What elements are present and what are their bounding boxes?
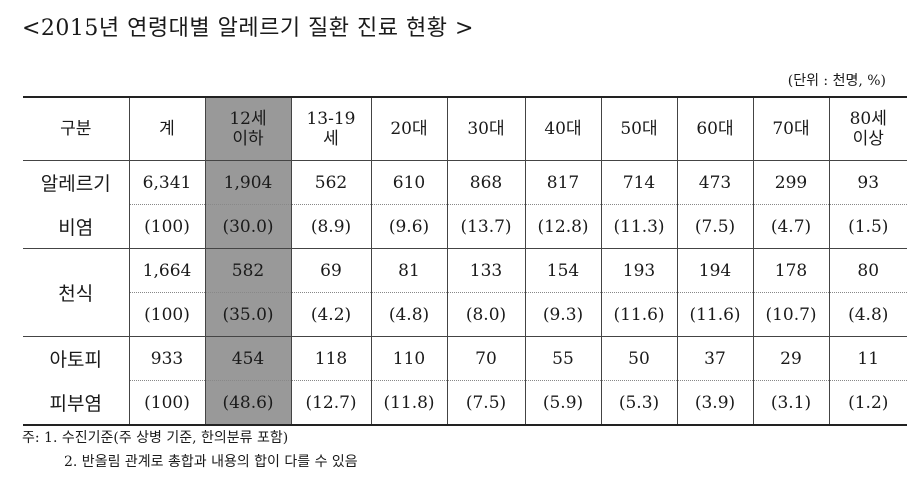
table-row: 비염 (100) (30.0) (8.9) (9.6) (13.7) (12.8) (11.3…	[23, 204, 907, 249]
table-cell: 11	[828, 336, 907, 381]
table-row: 천식 1,664 582 69 81 133 154 193 194 178 80	[23, 248, 907, 337]
table-cell: (5.3)	[600, 380, 678, 426]
table-cell: 93	[828, 160, 907, 205]
table-cell: (7.5)	[446, 380, 526, 426]
table-cell: 69	[290, 248, 372, 293]
table-cell: (11.6)	[600, 292, 678, 337]
table-cell: 193	[600, 248, 678, 293]
column-header: 12세 이하	[204, 96, 292, 161]
table-cell: 50	[600, 336, 678, 381]
notes: 주: 1. 수진기준(주 상병 기준, 한의분류 포함) 2. 반올림 관계로 …	[22, 426, 358, 474]
table-cell: 70	[446, 336, 526, 381]
table-cell: (8.9)	[290, 204, 372, 249]
table-cell: 1,664	[128, 248, 206, 293]
data-table: 구분 계 12세 이하 13-19 세 20대 30대 40대 50대 60대 70대 80세 이상 알레…	[23, 96, 907, 426]
table-cell: (4.8)	[370, 292, 448, 337]
table-cell: (1.2)	[828, 380, 907, 426]
table-cell: 29	[752, 336, 830, 381]
table-cell: (100)	[129, 292, 206, 337]
column-header: 13-19 세	[290, 96, 372, 161]
table-cell: 868	[446, 160, 526, 205]
column-header: 30대	[446, 96, 526, 161]
table-cell: (3.9)	[676, 380, 754, 426]
table-cell: 610	[370, 160, 448, 205]
table-cell: 562	[290, 160, 372, 205]
table-cell: 118	[290, 336, 372, 381]
table-cell: 473	[676, 160, 754, 205]
table-cell: (10.7)	[752, 292, 830, 337]
table-row: 피부염 (100) (48.6) (12.7) (11.8) (7.5) (5.9) (5.3…	[23, 380, 907, 426]
column-header: 구분	[23, 96, 130, 161]
table-cell: (100)	[128, 380, 206, 426]
column-header: 70대	[752, 96, 830, 161]
table-cell: (4.2)	[290, 292, 372, 337]
table-cell: (9.6)	[370, 204, 448, 249]
table-cell: (1.5)	[828, 204, 907, 249]
unit-label: (단위 : 천명, %)	[787, 73, 886, 89]
table-cell: 6,341	[128, 160, 206, 205]
table-cell: (30.0)	[204, 204, 292, 249]
table-cell: 154	[524, 248, 602, 293]
table-cell: (7.5)	[676, 204, 754, 249]
table-cell: 55	[524, 336, 602, 381]
row-label: 비염	[23, 204, 130, 249]
table-cell: 817	[524, 160, 602, 205]
table-cell: (4.7)	[752, 204, 830, 249]
table-cell: (11.3)	[600, 204, 678, 249]
table-cell: 133	[446, 248, 526, 293]
column-header: 60대	[676, 96, 754, 161]
table-cell: 454	[204, 336, 292, 381]
row-label: 피부염	[23, 380, 130, 426]
table-cell: (8.0)	[446, 292, 526, 337]
column-header: 40대	[524, 96, 602, 161]
note-2: 2. 반올림 관계로 총합과 내용의 합이 다를 수 있음	[64, 454, 358, 470]
table-cell: 299	[752, 160, 830, 205]
table-cell: (100)	[128, 204, 206, 249]
table-cell: 110	[370, 336, 448, 381]
table-cell: (11.8)	[370, 380, 448, 426]
note-1: 주: 1. 수진기준(주 상병 기준, 한의분류 포함)	[22, 430, 289, 446]
column-header: 계	[128, 96, 206, 161]
table-cell: 714	[600, 160, 678, 205]
table-cell: 1,904	[204, 160, 292, 205]
column-header: 80세 이상	[828, 96, 907, 161]
table-row: 아토피 933 454 118 110 70 55 50 37 29 11	[23, 336, 907, 381]
table-cell: 194	[676, 248, 754, 293]
table-cell: 178	[752, 248, 830, 293]
table-cell: (5.9)	[524, 380, 602, 426]
table-cell: (9.3)	[524, 292, 602, 337]
table-cell: (12.7)	[290, 380, 372, 426]
table-cell: 81	[370, 248, 448, 293]
table-cell: 80	[828, 248, 907, 293]
table-cell: 37	[676, 336, 754, 381]
header-row: 구분 계 12세 이하 13-19 세 20대 30대 40대 50대 60대 70대 80세 이상	[23, 96, 907, 161]
table-cell: (3.1)	[752, 380, 830, 426]
table-row: 알레르기 6,341 1,904 562 610 868 817 714 473 299 93	[23, 160, 907, 205]
table-cell: (12.8)	[524, 204, 602, 249]
row-label: 천식	[23, 248, 130, 337]
table-cell: (35.0)	[204, 292, 292, 337]
table-cell: (48.6)	[204, 380, 292, 426]
table-row: (100) (35.0) (4.2) (4.8) (8.0) (9.3) (11.6) (11…	[23, 292, 907, 337]
row-label: 알레르기	[23, 160, 130, 205]
column-header: 50대	[600, 96, 678, 161]
column-header: 20대	[370, 96, 448, 161]
page-title: <2015년 연령대별 알레르기 질환 진료 현황 >	[22, 16, 474, 41]
table-cell: 933	[128, 336, 206, 381]
row-label: 아토피	[23, 336, 130, 381]
table-cell: 582	[204, 248, 292, 293]
table-cell: (13.7)	[446, 204, 526, 249]
table-cell: (4.8)	[828, 292, 907, 337]
table-cell: (11.6)	[676, 292, 754, 337]
